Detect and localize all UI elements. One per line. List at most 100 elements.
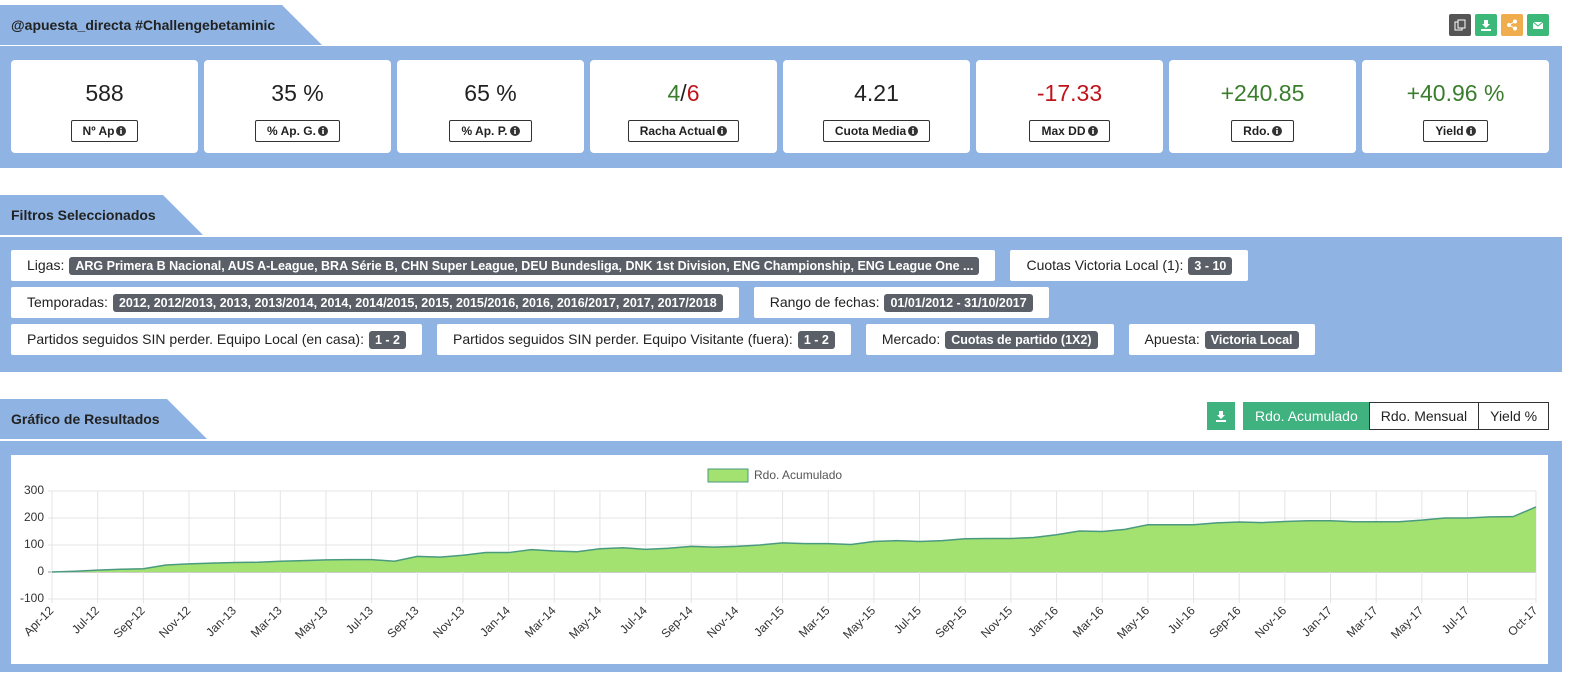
stat-value: 4.21	[854, 80, 899, 106]
legend-swatch	[707, 468, 749, 483]
info-icon[interactable]	[1465, 126, 1476, 136]
x-tick-label: Mar-16	[1070, 603, 1107, 640]
legend-label: Rdo. Acumulado	[754, 468, 842, 482]
stat-card: -17.33 Max DD	[976, 60, 1163, 153]
info-icon[interactable]	[1087, 126, 1098, 136]
download-button[interactable]	[1475, 14, 1497, 36]
stat-label: Racha Actual	[627, 120, 740, 142]
info-icon[interactable]	[509, 126, 520, 136]
x-tick-label: May-15	[840, 603, 878, 641]
y-tick-label: 300	[24, 483, 44, 497]
stat-card: 65 % % Ap. P.	[397, 60, 584, 153]
x-tick-label: Sep-13	[384, 603, 421, 640]
email-button[interactable]	[1527, 14, 1549, 36]
stat-value: 4/6	[590, 80, 777, 108]
stat-label-text: Rdo.	[1243, 124, 1270, 138]
stat-label: Rdo.	[1231, 120, 1294, 142]
x-tick-label: Mar-14	[522, 603, 559, 640]
filter-value: ARG Primera B Nacional, AUS A-League, BR…	[69, 257, 980, 275]
stat-label: Cuota Media	[822, 120, 931, 142]
y-tick-label: 0	[37, 564, 44, 578]
info-icon[interactable]	[116, 126, 127, 136]
filter-chip: Ligas: ARG Primera B Nacional, AUS A-Leag…	[11, 250, 996, 281]
chart-tab[interactable]: Rdo. Mensual	[1368, 402, 1480, 430]
chart-tab[interactable]: Yield %	[1478, 402, 1550, 430]
x-tick-label: Jan-14	[477, 603, 513, 639]
filters-tab: Filtros Seleccionados	[0, 195, 203, 235]
filter-label: Rango de fechas:	[769, 294, 880, 310]
x-tick-label: Nov-14	[704, 603, 741, 640]
filter-value: 2012, 2012/2013, 2013, 2013/2014, 2014, …	[112, 294, 723, 312]
filter-label: Apuesta:	[1144, 331, 1200, 347]
stat-label: % Ap. G.	[255, 120, 340, 142]
filter-chip: Temporadas: 2012, 2012/2013, 2013, 2013/2…	[11, 287, 739, 318]
filter-value: 1 - 2	[368, 331, 406, 349]
x-tick-label: Mar-15	[796, 603, 833, 640]
x-tick-label: Jul-17	[1439, 603, 1472, 636]
chart-download[interactable]	[1207, 402, 1235, 430]
stat-card: 4.21 Cuota Media	[783, 60, 970, 153]
stat-cards: 588 Nº Ap 35 % % Ap. G. 65 % % Ap. P. 4/6 Racha…	[0, 46, 1562, 167]
stat-label-text: Racha Actual	[639, 124, 716, 138]
stat-value: -17.33	[1036, 80, 1103, 106]
filters-band: Ligas: ARG Primera B Nacional, AUS A-Leag…	[0, 237, 1562, 372]
area-line	[51, 506, 1537, 573]
x-tick-label: Mar-13	[248, 603, 285, 640]
filter-label: Partidos seguidos SIN perder. Equipo Loc…	[27, 331, 364, 347]
x-tick-label: Jul-14	[617, 603, 650, 636]
filter-label: Temporadas:	[27, 294, 108, 310]
stat-label: Max DD	[1029, 120, 1110, 142]
filters-title: Filtros Seleccionados	[11, 207, 156, 223]
chart-band: -100 0 100 200 300 Apr-12 Jul-12 Sep-12 Nov-12 Ja…	[0, 441, 1562, 672]
stat-label-text: % Ap. P.	[461, 124, 508, 138]
stat-card: 35 % % Ap. G.	[204, 60, 391, 153]
results-title: Gráfico de Resultados	[11, 411, 160, 427]
filter-chip: Partidos seguidos SIN perder. Equipo Loc…	[11, 324, 422, 355]
info-icon[interactable]	[717, 126, 728, 136]
header-actions	[1449, 14, 1549, 36]
results-tab: Gráfico de Resultados	[0, 399, 207, 439]
x-tick-label: May-14	[566, 603, 604, 641]
stat-label-text: % Ap. G.	[267, 124, 316, 138]
area-fill	[52, 506, 1536, 572]
info-icon[interactable]	[1271, 126, 1282, 136]
chart-tabs: Rdo. Acumulado Rdo. Mensual Yield %	[1207, 402, 1550, 430]
y-tick-label: 200	[24, 510, 44, 524]
x-tick-label: May-17	[1388, 603, 1426, 641]
share-button[interactable]	[1501, 14, 1523, 36]
stat-value: 35 %	[271, 80, 324, 106]
stat-value-part: 6	[686, 80, 700, 106]
chart: -100 0 100 200 300 Apr-12 Jul-12 Sep-12 Nov-12 Ja…	[11, 455, 1548, 664]
filter-row: Temporadas: 2012, 2012/2013, 2013, 2013/2…	[11, 287, 1049, 318]
x-tick-label: Jan-15	[751, 603, 787, 639]
filter-value: Cuotas de partido (1X2)	[945, 331, 1098, 349]
x-tick-label: Sep-16	[1206, 603, 1243, 640]
stat-value: 588	[85, 80, 124, 106]
stats-band: 588 Nº Ap 35 % % Ap. G. 65 % % Ap. P. 4/6 Racha…	[0, 46, 1562, 168]
filter-chip: Mercado: Cuotas de partido (1X2)	[865, 324, 1114, 355]
x-tick-label: Jul-16	[1165, 603, 1198, 636]
filter-chip: Apuesta: Victoria Local	[1128, 324, 1315, 355]
x-tick-label: Jan-16	[1025, 603, 1061, 639]
stat-label-text: Nº Ap	[82, 124, 115, 138]
x-tick-label: Jan-13	[203, 603, 239, 639]
filter-label: Cuotas Victoria Local (1):	[1026, 257, 1184, 273]
x-tick-label: Sep-14	[658, 603, 695, 640]
header-title: @apuesta_directa #Challengebetaminic	[11, 17, 276, 33]
chart-tab[interactable]: Rdo. Acumulado	[1243, 402, 1370, 430]
x-tick-label: May-16	[1114, 603, 1152, 641]
info-icon[interactable]	[317, 126, 328, 136]
x-tick-label: Sep-12	[110, 603, 147, 640]
stat-value: +40.96 %	[1406, 80, 1505, 106]
x-tick-label: Mar-17	[1344, 603, 1381, 640]
y-tick-label: -100	[20, 591, 44, 605]
filter-value: 3 - 10	[1188, 257, 1233, 275]
filter-row: Partidos seguidos SIN perder. Equipo Loc…	[11, 324, 1315, 355]
copy-button[interactable]	[1449, 14, 1471, 36]
x-tick-label: Apr-12	[21, 603, 57, 639]
filter-value: 1 - 2	[797, 331, 835, 349]
info-icon[interactable]	[908, 126, 919, 136]
filter-value: Victoria Local	[1204, 331, 1299, 349]
x-tick-label: Nov-15	[978, 603, 1015, 640]
